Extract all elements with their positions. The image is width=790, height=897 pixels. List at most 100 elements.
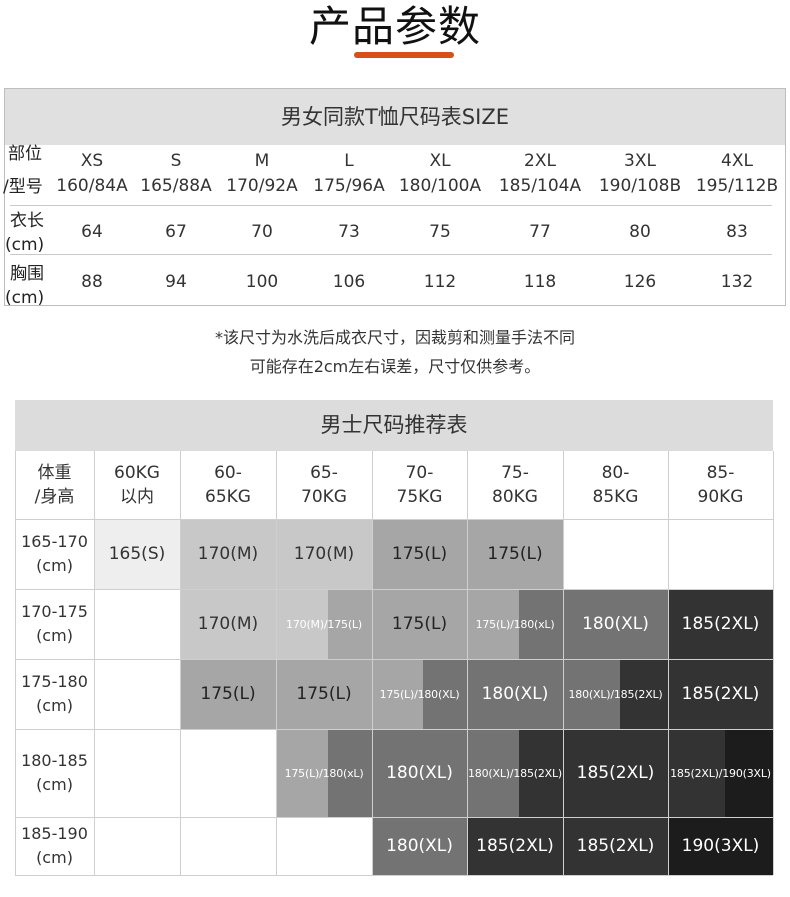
size-model: 190/108B [598,176,682,196]
weight-header-line2: 65KG [205,487,251,507]
recommended-size: 180(XL) [467,659,563,729]
weight-header-line2: 以内 [120,487,154,507]
recommended-size-split: 170(M)/175(L) [286,617,362,631]
recommendation-title: 男士尺码推荐表 [15,400,773,451]
grid-line [94,451,95,875]
empty-cell [276,817,372,875]
recommended-size-split: 175(L)/180(xL) [284,766,364,780]
grid-line [15,589,773,590]
weight-header-line2: 75KG [396,487,443,507]
recommended-size: 175(L) [372,519,467,589]
recommended-size-split: 175(L)/180(xL) [475,617,555,631]
weight-header-line2: 70KG [301,487,347,507]
recommended-size-split: 185(2XL)/190(3XL) [670,766,771,780]
corner-weight-label: 体重 [37,463,72,483]
size-chart-divider [10,254,772,255]
recommended-size: 180(XL) [563,589,668,659]
grid-line [15,659,773,660]
size-chest-value: 132 [720,272,754,292]
grid-line [773,451,774,875]
weight-header-line1: 80- [601,463,630,483]
size-name: L [344,151,354,171]
recommended-size-split: 180(XL)/185(2XL) [468,766,562,780]
recommended-size: 185(2XL) [668,589,773,659]
weight-header: 60- 65KG [180,451,276,519]
size-shade-left [276,729,328,817]
size-chest-value: 100 [245,272,279,292]
empty-cell [94,659,180,729]
grid-line [180,451,181,875]
weight-header: 60KG 以内 [94,451,180,519]
recommended-size: 180(XL) [372,729,467,817]
height-header-line1: 165-170 [21,532,88,551]
row-label-model: /型号 [3,177,43,197]
size-model: 175/96A [313,176,385,196]
size-name: XL [429,151,451,171]
recommended-size: 165(S) [94,519,180,589]
size-name: M [254,151,270,171]
grid-line [15,451,16,875]
grid-line [372,451,373,875]
empty-cell [563,519,668,589]
row-label-part: 部位 [8,144,42,164]
empty-cell [180,729,276,817]
size-shade-right [423,659,467,729]
size-shade-left [276,589,328,659]
size-shade-left [372,659,423,729]
size-name: XS [80,151,104,171]
weight-header-line1: 75- [501,463,529,483]
page-title: 产品参数 [308,2,481,51]
size-shade-left [668,729,725,817]
row-label-length: 衣长 [10,211,44,231]
size-shade-right [519,589,563,659]
recommended-size: 185(2XL) [467,817,563,875]
recommended-size: 170(M) [180,519,276,589]
height-header-line2: (cm) [36,775,73,794]
row-label-length-unit: (cm) [5,235,45,255]
size-shade-left [467,589,519,659]
size-model: 180/100A [398,176,482,196]
weight-header: 70- 75KG [372,451,467,519]
corner-height-label: /身高 [34,487,75,507]
height-header-line2: (cm) [36,556,73,575]
weight-header: 65- 70KG [276,451,372,519]
size-chest-value: 118 [523,272,557,292]
size-length-value: 77 [529,222,551,242]
size-model: 165/88A [140,176,212,196]
empty-cell [668,519,773,589]
weight-header-line2: 85KG [592,487,639,507]
weight-header: 75- 80KG [467,451,563,519]
corner-header: 体重/身高 [15,451,94,519]
height-header-line2: (cm) [36,626,73,645]
grid-line [563,451,564,875]
recommended-size: 175(L) [372,589,467,659]
size-chest-value: 94 [165,272,187,292]
size-shade-left [467,729,519,817]
size-chart-divider [10,205,772,206]
empty-cell [180,817,276,875]
recommended-size: 185(2XL) [563,817,668,875]
grid-line [15,729,773,730]
size-length-value: 67 [165,222,187,242]
height-header: 170-175 (cm) [15,589,94,659]
height-header: 175-180 (cm) [15,659,94,729]
height-header-line1: 180-185 [21,751,88,770]
row-label-chest-unit: (cm) [5,288,45,308]
grid-line [467,451,468,875]
height-header-line1: 185-190 [21,824,88,843]
weight-header-line2: 90KG [697,487,744,507]
grid-line [668,451,669,875]
size-name: 3XL [624,151,656,171]
grid-line [15,817,773,818]
height-header-line2: (cm) [36,696,73,715]
size-length-value: 73 [338,222,360,242]
size-model: 170/92A [226,176,298,196]
grid-line [15,875,773,876]
recommended-size-split: 180(XL)/185(2XL) [568,687,663,701]
height-header: 165-170 (cm) [15,519,94,589]
size-length-value: 80 [629,222,651,242]
recommended-size: 170(M) [276,519,372,589]
weight-header-line1: 70- [405,463,434,483]
weight-header-line1: 60KG [114,463,160,483]
recommended-size: 185(2XL) [668,659,773,729]
